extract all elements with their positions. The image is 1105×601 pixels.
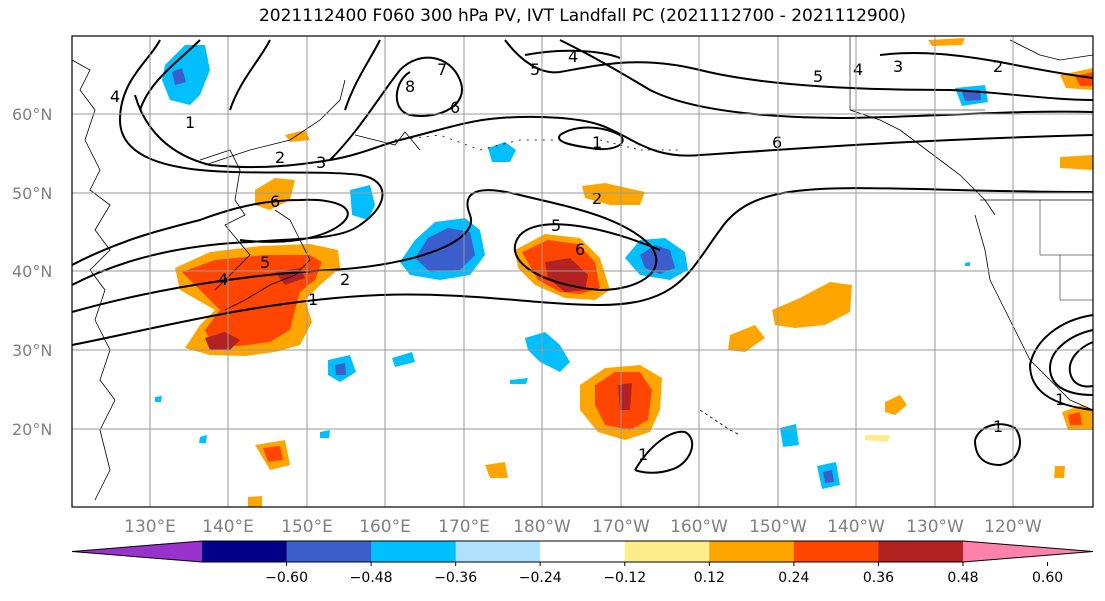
contour-label: 4 (218, 270, 228, 289)
lon-label: 130°E (124, 517, 176, 537)
contour-label: 6 (772, 133, 782, 152)
lat-label: 50°N (12, 184, 52, 203)
colorbar-swatch (202, 541, 288, 562)
contour-label: 7 (437, 60, 447, 79)
contour-label: 6 (270, 192, 280, 211)
colorbar-tick-label: −0.24 (519, 570, 562, 586)
contour-label: 5 (551, 216, 561, 235)
colorbar: −0.60 −0.48 −0.36 −0.24 −0.12 0.12 0.24 0.36 0.4… (71, 540, 1094, 586)
lon-label: 140°E (202, 517, 254, 537)
colorbar-tick-label: −0.60 (265, 570, 308, 586)
contour-label: 1 (1055, 390, 1065, 409)
contour-label: 5 (530, 60, 540, 79)
colorbar-swatch (371, 541, 457, 562)
colorbar-outline (71, 540, 1094, 563)
contour-label: 2 (592, 189, 602, 208)
contour-label: 5 (813, 67, 823, 86)
colorbar-tick-label: 0.48 (947, 570, 978, 586)
contour-label: 3 (316, 153, 326, 172)
colorbar-extend-low (72, 541, 202, 562)
lon-label: 120°W (984, 517, 1042, 537)
colorbar-tick-label: 0.36 (863, 570, 894, 586)
contour-label: 1 (592, 133, 602, 152)
lon-label: 160°E (359, 517, 411, 537)
lat-label: 40°N (12, 262, 52, 281)
contour-label: 5 (260, 253, 270, 272)
lon-label: 180°W (513, 517, 571, 537)
contour-label: 1 (308, 290, 318, 309)
colorbar-extend-high (963, 541, 1093, 562)
colorbar-tick-label: 0.12 (694, 570, 725, 586)
colorbar-tick-label: −0.48 (350, 570, 393, 586)
gridlines (72, 36, 1093, 507)
coastlines (71, 36, 1094, 501)
colorbar-tick-label: 0.24 (778, 570, 809, 586)
contour-label: 6 (450, 98, 460, 117)
lon-label: 170°E (438, 517, 490, 537)
lon-label: 160°W (670, 517, 728, 537)
latitude-labels: 60°N 50°N 40°N 30°N 20°N (12, 105, 52, 439)
colorbar-swatch (455, 541, 541, 562)
lat-label: 60°N (12, 105, 52, 124)
longitude-labels: 130°E 140°E 150°E 160°E 170°E 180°W 170°… (124, 517, 1042, 537)
colorbar-tick-label: 0.60 (1032, 570, 1063, 586)
colorbar-swatch (709, 541, 795, 562)
colorbar-tick-label: −0.36 (434, 570, 477, 586)
lon-label: 130°W (906, 517, 964, 537)
contour-label: 4 (110, 87, 120, 106)
contour-label: 2 (340, 270, 350, 289)
colorbar-swatch (540, 541, 626, 562)
contour-label: 4 (853, 60, 863, 79)
contour-label: 6 (575, 240, 585, 259)
contour-label: 4 (568, 47, 578, 66)
contour-labels: 1 2 5 4 6 2 3 5 6 2 1 6 6 7 8 5 4 5 4 3 … (110, 47, 1065, 464)
map-frame (71, 35, 1094, 508)
contour-label: 8 (405, 77, 415, 96)
colorbar-swatch (793, 541, 879, 562)
lon-label: 170°W (592, 517, 650, 537)
lat-label: 30°N (12, 341, 52, 360)
contour-label: 1 (638, 445, 648, 464)
colorbar-swatch (878, 541, 964, 562)
page-title: 2021112400 F060 300 hPa PV, IVT Landfall… (258, 6, 906, 26)
colorbar-swatch (286, 541, 372, 562)
lon-label: 150°W (749, 517, 807, 537)
contour-label: 1 (185, 113, 195, 132)
colorbar-tick-label: −0.12 (603, 570, 646, 586)
contour-label: 2 (993, 57, 1003, 76)
contour-label: 2 (275, 148, 285, 167)
lon-label: 150°E (281, 517, 333, 537)
lat-label: 20°N (12, 420, 52, 439)
contour-label: 3 (893, 57, 903, 76)
colorbar-swatch (624, 541, 710, 562)
contour-label: 1 (993, 417, 1003, 436)
lon-label: 140°W (827, 517, 885, 537)
